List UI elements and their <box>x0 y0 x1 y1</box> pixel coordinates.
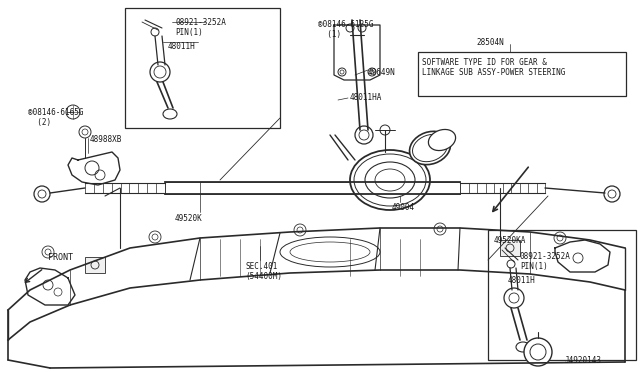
Text: 49520K: 49520K <box>175 214 203 223</box>
Text: SOFTWARE TYPE ID FOR GEAR &
LINKAGE SUB ASSY-POWER STEERING: SOFTWARE TYPE ID FOR GEAR & LINKAGE SUB … <box>422 58 565 77</box>
Circle shape <box>524 338 552 366</box>
Text: 49649N: 49649N <box>368 68 396 77</box>
Ellipse shape <box>410 131 451 165</box>
Bar <box>85 257 105 273</box>
Text: 08921-3252A
PIN(1): 08921-3252A PIN(1) <box>520 252 571 272</box>
Text: 08921-3252A
PIN(1): 08921-3252A PIN(1) <box>175 18 226 38</box>
Text: 48011HA: 48011HA <box>350 93 382 102</box>
Circle shape <box>150 62 170 82</box>
Ellipse shape <box>428 129 456 151</box>
Text: FRONT: FRONT <box>48 253 73 262</box>
Text: 48011H: 48011H <box>508 276 536 285</box>
Bar <box>488 230 636 360</box>
Circle shape <box>504 288 524 308</box>
Bar <box>165 182 460 194</box>
Ellipse shape <box>516 342 530 352</box>
Bar <box>125 8 280 128</box>
Circle shape <box>355 126 373 144</box>
Text: SEC.401
(54400M): SEC.401 (54400M) <box>245 262 282 281</box>
Text: 49004: 49004 <box>392 203 415 212</box>
Text: J4920143: J4920143 <box>565 356 602 365</box>
Text: 28504N: 28504N <box>476 38 504 47</box>
Text: 48011H: 48011H <box>168 42 196 51</box>
Bar <box>500 240 520 256</box>
Text: ®08146-6125G
  (1): ®08146-6125G (1) <box>318 20 374 39</box>
Ellipse shape <box>350 150 430 210</box>
Ellipse shape <box>163 109 177 119</box>
Text: 48988XB: 48988XB <box>90 135 122 144</box>
Text: ®08146-6165G
  (2): ®08146-6165G (2) <box>28 108 83 127</box>
Bar <box>418 52 626 96</box>
Text: 49520KA: 49520KA <box>494 236 526 245</box>
